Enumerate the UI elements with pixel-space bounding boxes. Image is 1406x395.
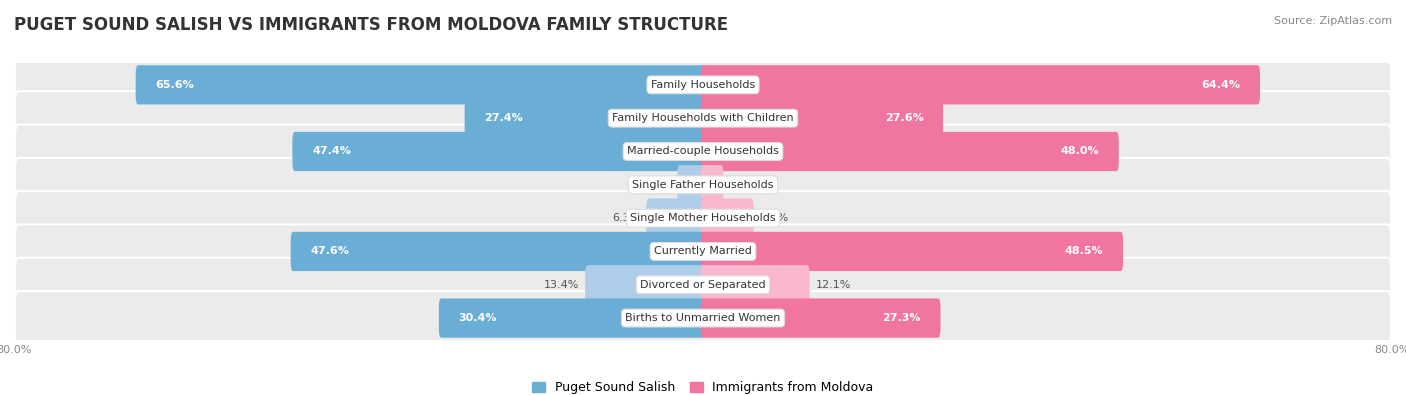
FancyBboxPatch shape xyxy=(15,191,1391,245)
FancyBboxPatch shape xyxy=(15,291,1391,345)
Text: 47.4%: 47.4% xyxy=(312,147,352,156)
Text: Married-couple Households: Married-couple Households xyxy=(627,147,779,156)
Text: Divorced or Separated: Divorced or Separated xyxy=(640,280,766,290)
FancyBboxPatch shape xyxy=(585,265,706,305)
Text: 12.1%: 12.1% xyxy=(815,280,851,290)
FancyBboxPatch shape xyxy=(15,158,1391,212)
FancyBboxPatch shape xyxy=(700,198,754,238)
FancyBboxPatch shape xyxy=(15,258,1391,312)
FancyBboxPatch shape xyxy=(700,132,1119,171)
FancyBboxPatch shape xyxy=(15,58,1391,112)
Text: PUGET SOUND SALISH VS IMMIGRANTS FROM MOLDOVA FAMILY STRUCTURE: PUGET SOUND SALISH VS IMMIGRANTS FROM MO… xyxy=(14,16,728,34)
Text: Family Households with Children: Family Households with Children xyxy=(612,113,794,123)
Text: 27.4%: 27.4% xyxy=(484,113,523,123)
FancyBboxPatch shape xyxy=(678,165,706,205)
FancyBboxPatch shape xyxy=(292,132,706,171)
Text: 65.6%: 65.6% xyxy=(155,80,194,90)
FancyBboxPatch shape xyxy=(15,124,1391,179)
FancyBboxPatch shape xyxy=(647,198,706,238)
FancyBboxPatch shape xyxy=(700,165,724,205)
FancyBboxPatch shape xyxy=(291,232,706,271)
Legend: Puget Sound Salish, Immigrants from Moldova: Puget Sound Salish, Immigrants from Mold… xyxy=(533,381,873,394)
FancyBboxPatch shape xyxy=(700,299,941,338)
Text: 64.4%: 64.4% xyxy=(1201,80,1240,90)
Text: 30.4%: 30.4% xyxy=(458,313,496,323)
Text: 48.0%: 48.0% xyxy=(1060,147,1099,156)
FancyBboxPatch shape xyxy=(700,232,1123,271)
FancyBboxPatch shape xyxy=(15,91,1391,145)
Text: 6.3%: 6.3% xyxy=(612,213,640,223)
Text: 2.7%: 2.7% xyxy=(643,180,671,190)
Text: Births to Unmarried Women: Births to Unmarried Women xyxy=(626,313,780,323)
Text: Family Households: Family Households xyxy=(651,80,755,90)
Text: 2.1%: 2.1% xyxy=(730,180,758,190)
FancyBboxPatch shape xyxy=(700,98,943,138)
FancyBboxPatch shape xyxy=(700,65,1260,104)
Text: Source: ZipAtlas.com: Source: ZipAtlas.com xyxy=(1274,16,1392,26)
Text: 48.5%: 48.5% xyxy=(1064,246,1104,256)
Text: 5.6%: 5.6% xyxy=(759,213,789,223)
Text: Single Father Households: Single Father Households xyxy=(633,180,773,190)
Text: 47.6%: 47.6% xyxy=(311,246,349,256)
FancyBboxPatch shape xyxy=(15,224,1391,278)
Text: 27.3%: 27.3% xyxy=(883,313,921,323)
FancyBboxPatch shape xyxy=(439,299,706,338)
FancyBboxPatch shape xyxy=(464,98,706,138)
FancyBboxPatch shape xyxy=(135,65,706,104)
Text: Currently Married: Currently Married xyxy=(654,246,752,256)
Text: 13.4%: 13.4% xyxy=(544,280,579,290)
Text: Single Mother Households: Single Mother Households xyxy=(630,213,776,223)
FancyBboxPatch shape xyxy=(700,265,810,305)
Text: 27.6%: 27.6% xyxy=(884,113,924,123)
